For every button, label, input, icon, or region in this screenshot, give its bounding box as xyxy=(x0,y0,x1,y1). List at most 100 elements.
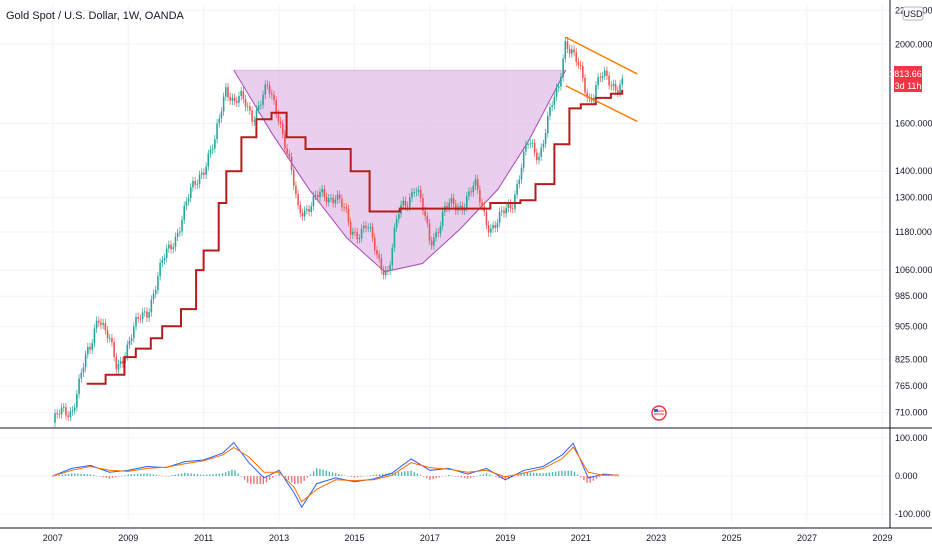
candle-body xyxy=(95,320,98,329)
candle-body xyxy=(104,323,107,331)
price-badge-value: 1813.666 xyxy=(889,69,927,79)
price-candle xyxy=(391,243,394,270)
candle-body xyxy=(187,198,190,202)
histogram-bar xyxy=(444,475,447,477)
price-candle xyxy=(538,152,540,165)
candle-body xyxy=(200,172,203,175)
price-candle xyxy=(146,307,148,322)
histogram-bar xyxy=(67,473,70,476)
candle-body xyxy=(439,225,442,234)
histogram-bar xyxy=(290,476,293,483)
candle-body xyxy=(260,104,262,106)
price-badge-countdown: 3d 11h xyxy=(895,81,922,91)
candle-body xyxy=(242,90,245,99)
histogram-bar xyxy=(410,470,412,476)
price-candle xyxy=(437,228,440,238)
candle-body xyxy=(430,240,433,246)
candle-body xyxy=(168,244,170,249)
candle-body xyxy=(549,107,551,116)
histogram-bar xyxy=(463,476,466,479)
price-candle xyxy=(520,163,523,184)
time-tick-label: 2011 xyxy=(194,533,213,543)
histogram-bar xyxy=(209,474,211,476)
candle-body xyxy=(411,192,413,198)
histogram-bar xyxy=(174,474,177,476)
currency-button[interactable]: USD xyxy=(902,6,924,21)
histogram-bar xyxy=(58,475,60,476)
histogram-bar xyxy=(504,476,507,481)
histogram-bar xyxy=(328,471,331,476)
candle-body xyxy=(551,105,553,108)
candle-body xyxy=(494,225,497,228)
candle-body xyxy=(268,85,271,94)
histogram-bar xyxy=(570,470,573,476)
us-flag-icon[interactable] xyxy=(651,405,667,421)
histogram-bar xyxy=(532,472,535,476)
candle-body xyxy=(557,86,560,88)
candle-body xyxy=(205,166,207,175)
histogram-bar xyxy=(99,476,101,477)
candle-body xyxy=(363,225,365,229)
price-candle xyxy=(560,73,562,91)
price-candle xyxy=(314,190,317,201)
price-candle xyxy=(286,144,288,158)
histogram-bar xyxy=(350,476,353,477)
price-candle xyxy=(511,204,514,214)
candle-body xyxy=(334,199,337,204)
price-candle xyxy=(540,143,543,161)
histogram-bar xyxy=(476,476,478,477)
candle-body xyxy=(446,205,448,208)
candle-body xyxy=(487,225,490,233)
price-candle xyxy=(330,193,332,203)
price-candle xyxy=(128,336,131,349)
candle-body xyxy=(536,152,538,161)
histogram-bar xyxy=(548,472,551,476)
histogram-bar xyxy=(162,476,164,477)
price-candle xyxy=(380,254,383,275)
price-candle xyxy=(617,86,619,98)
candle-body xyxy=(78,378,80,395)
candle-body xyxy=(568,48,571,54)
histogram-bar xyxy=(369,475,371,476)
candle-body xyxy=(601,75,604,78)
histogram-bar xyxy=(558,471,560,476)
candle-body xyxy=(194,180,196,185)
time-tick-label: 2015 xyxy=(344,533,364,543)
histogram-bar xyxy=(551,472,554,476)
price-candle xyxy=(288,149,291,162)
histogram-bar xyxy=(55,475,57,477)
histogram-bar xyxy=(611,475,613,477)
candle-body xyxy=(579,64,582,66)
candle-body xyxy=(546,115,549,134)
price-candle xyxy=(321,184,323,197)
candle-body xyxy=(84,354,87,368)
price-candle xyxy=(143,307,146,317)
histogram-bar xyxy=(595,476,598,479)
price-tick-label: 1300.000 xyxy=(895,193,932,203)
candle-body xyxy=(262,94,264,105)
histogram-bar xyxy=(561,470,563,476)
histogram-bar xyxy=(435,476,437,479)
candle-body xyxy=(292,170,295,186)
cup-shape xyxy=(233,69,567,273)
histogram-bar xyxy=(488,474,491,476)
histogram-bar xyxy=(470,476,472,478)
candle-body xyxy=(500,210,503,212)
candle-body xyxy=(564,41,567,59)
price-candle xyxy=(292,165,295,190)
price-candle xyxy=(319,187,321,202)
candle-body xyxy=(349,221,352,235)
price-candle xyxy=(516,179,518,200)
price-candle xyxy=(367,223,369,233)
histogram-bar xyxy=(413,472,415,476)
price-candle xyxy=(599,72,602,83)
histogram-bar xyxy=(306,476,309,478)
histogram-bar xyxy=(303,476,305,481)
price-candle xyxy=(133,322,135,343)
candle-body xyxy=(246,106,249,108)
price-candle xyxy=(606,66,608,81)
price-candle xyxy=(454,199,457,215)
price-candle xyxy=(575,47,578,67)
histogram-bar xyxy=(576,474,579,476)
